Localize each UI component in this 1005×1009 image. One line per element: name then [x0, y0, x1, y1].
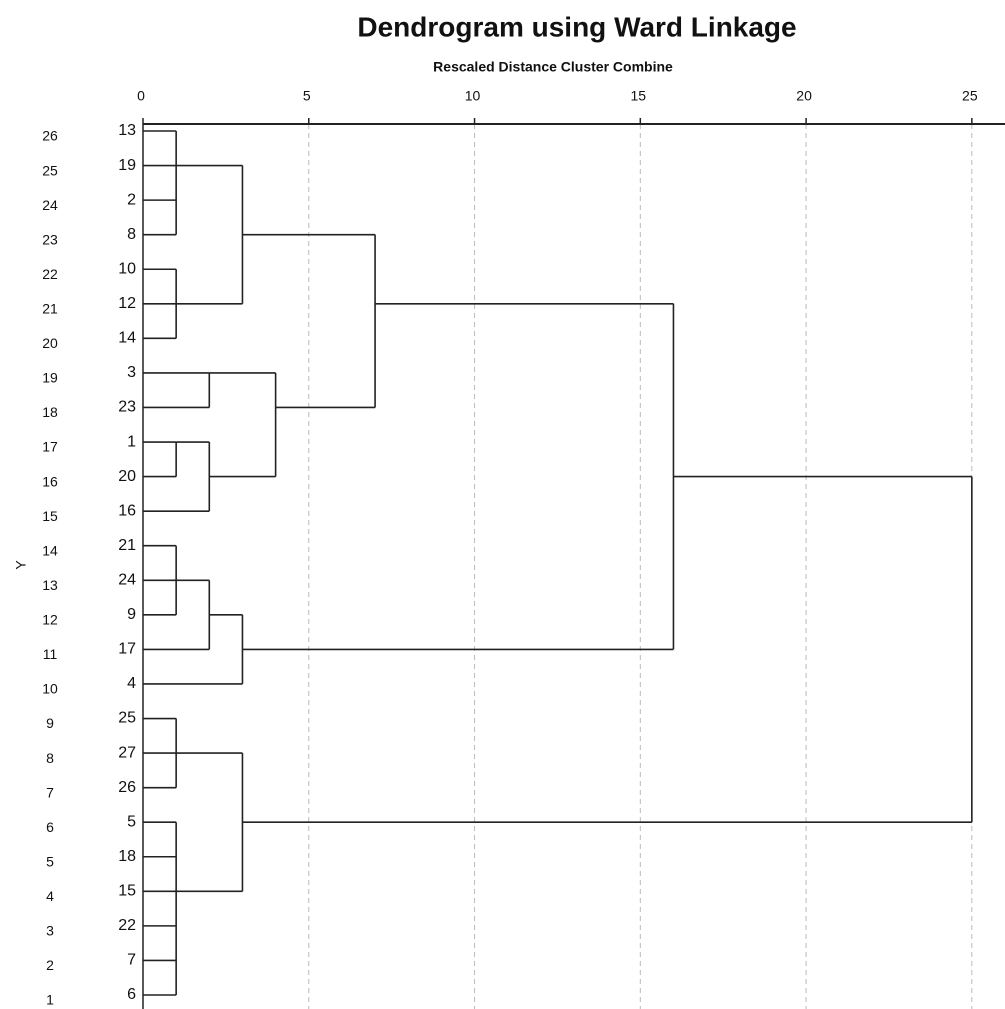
row-label: 25 [42, 162, 58, 178]
row-label: 10 [42, 681, 58, 697]
row-label: 11 [43, 646, 58, 662]
row-label: 3 [46, 923, 54, 939]
leaf-label: 27 [118, 744, 136, 761]
leaf-label: 13 [118, 122, 136, 139]
x-tick-label: 20 [796, 88, 812, 104]
leaf-label: 2 [127, 191, 136, 208]
leaf-label: 4 [127, 675, 136, 692]
row-label: 13 [42, 577, 58, 593]
row-label: 14 [42, 542, 58, 558]
leaf-label: 12 [118, 295, 136, 312]
leaf-label: 16 [118, 502, 136, 519]
leaf-label: 22 [118, 917, 136, 934]
leaf-label: 7 [127, 952, 136, 969]
row-label: 12 [42, 612, 58, 628]
row-label: 22 [42, 266, 58, 282]
row-label: 2 [46, 957, 54, 973]
leaf-label: 6 [127, 986, 136, 1003]
leaf-label: 5 [127, 813, 136, 830]
row-label: 5 [46, 853, 54, 869]
row-label: 16 [42, 473, 58, 489]
x-tick-label: 0 [137, 88, 145, 104]
row-label: 18 [42, 404, 58, 420]
row-label: 6 [46, 819, 54, 835]
leaf-label: 10 [118, 260, 136, 277]
leaf-label: 21 [118, 537, 136, 554]
leaf-label: 19 [118, 157, 136, 174]
y-axis-label: Y [13, 560, 29, 570]
chart-title: Dendrogram using Ward Linkage [357, 11, 796, 42]
leaf-label: 9 [127, 606, 136, 623]
row-label: 8 [46, 750, 54, 766]
leaf-label: 25 [118, 710, 136, 727]
leaf-label: 1 [127, 433, 136, 450]
row-label: 23 [42, 231, 58, 247]
leaf-label: 3 [127, 364, 136, 381]
row-label: 20 [42, 335, 58, 351]
leaf-label: 26 [118, 779, 136, 796]
row-label: 17 [42, 439, 58, 455]
leaf-label: 15 [118, 883, 136, 900]
row-label: 26 [42, 128, 58, 144]
row-label: 21 [42, 301, 58, 317]
row-label: 1 [46, 992, 54, 1008]
leaf-label: 20 [118, 468, 136, 485]
row-label: 9 [46, 715, 54, 731]
chart-subtitle: Rescaled Distance Cluster Combine [433, 59, 673, 75]
row-label: 7 [46, 784, 54, 800]
row-label: 15 [42, 508, 58, 524]
leaf-label: 8 [127, 226, 136, 243]
x-tick-label: 15 [631, 88, 647, 104]
leaf-label: 23 [118, 399, 136, 416]
x-tick-label: 10 [465, 88, 481, 104]
row-label: 24 [42, 197, 58, 213]
leaf-label: 18 [118, 848, 136, 865]
row-label: 19 [42, 370, 58, 386]
leaf-label: 24 [118, 571, 136, 588]
row-label: 4 [46, 888, 54, 904]
x-tick-label: 5 [303, 88, 311, 104]
leaf-label: 14 [118, 330, 136, 347]
x-tick-label: 25 [962, 88, 978, 104]
leaf-label: 17 [118, 641, 136, 658]
